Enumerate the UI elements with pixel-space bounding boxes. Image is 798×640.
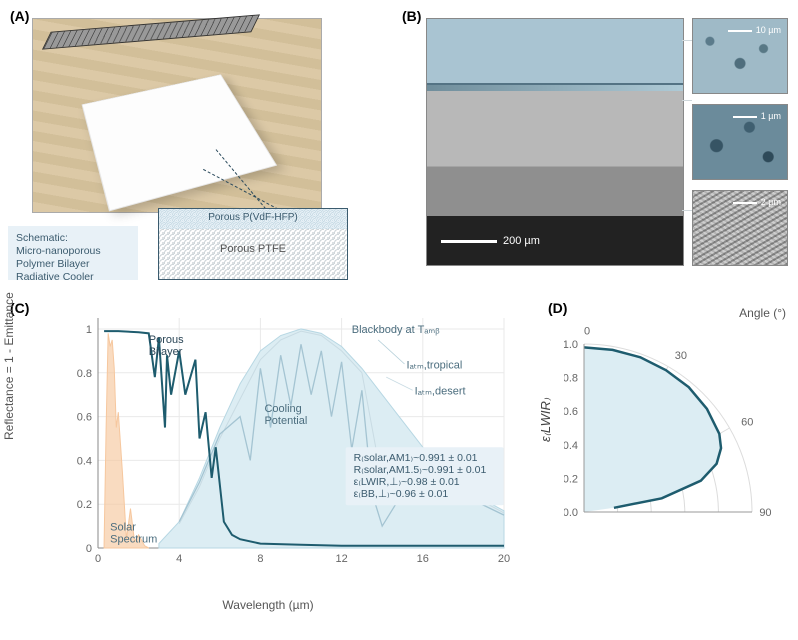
panel-d: 03060900.00.20.40.60.81.0 ε₍LWIR₎ Angle … — [546, 300, 790, 626]
svg-text:4: 4 — [176, 553, 182, 565]
svg-text:Potential: Potential — [264, 415, 307, 427]
svg-text:0.4: 0.4 — [564, 440, 578, 452]
lead-2 — [682, 100, 692, 101]
bilayer-schematic: Porous P(VdF-HFP) Porous PTFE — [158, 208, 348, 280]
svg-text:Bilayer: Bilayer — [149, 346, 183, 358]
lead-3 — [682, 210, 692, 211]
svg-text:Solar: Solar — [110, 521, 136, 533]
svg-text:8: 8 — [257, 553, 263, 565]
polar-plot: 0 30 60 90 0.0 0.2 0.4 0.6 0.8 1.0 — [564, 320, 774, 530]
panel-c: 0 4 8 12 16 20 0 0.2 0.4 0.6 0.8 1 PorousBilayer Blac… — [8, 300, 528, 626]
sem-main-scalebar: 200 µm — [441, 235, 540, 247]
panel-b: 200 µm 10 µm 1 µm 2 µm — [404, 10, 788, 280]
xlabel-c: Wavelength (µm) — [8, 598, 528, 612]
sem-thumb-bottom: 2 µm — [692, 190, 788, 266]
svg-text:Spectrum: Spectrum — [110, 533, 157, 545]
ruler — [42, 14, 260, 49]
svg-text:R₍solar,AM1₎~0.991 ± 0.01: R₍solar,AM1₎~0.991 ± 0.01 — [354, 452, 478, 464]
svg-text:0.8: 0.8 — [564, 373, 578, 385]
sem-cross-section: 200 µm — [426, 18, 684, 266]
schematic-title: Schematic: — [16, 232, 130, 245]
svg-text:ε₍LWIR,⊥₎~0.98 ± 0.01: ε₍LWIR,⊥₎~0.98 ± 0.01 — [354, 476, 460, 488]
svg-text:60: 60 — [741, 416, 753, 428]
lead-1 — [682, 40, 692, 41]
svg-text:12: 12 — [335, 553, 347, 565]
svg-text:Blackbody at Tₐₘᵦ: Blackbody at Tₐₘᵦ — [352, 324, 441, 336]
svg-text:1: 1 — [86, 324, 92, 336]
schematic-line1: Micro-nanoporous — [16, 245, 130, 258]
pvdf-layer: Porous P(VdF-HFP) — [159, 209, 347, 229]
svg-text:ε₍BB,⊥₎~0.96 ± 0.01: ε₍BB,⊥₎~0.96 ± 0.01 — [354, 488, 449, 500]
svg-text:0.6: 0.6 — [564, 406, 578, 418]
svg-text:0: 0 — [95, 553, 101, 565]
svg-text:1.0: 1.0 — [564, 339, 578, 351]
spectrum-plot: 0 4 8 12 16 20 0 0.2 0.4 0.6 0.8 1 PorousBilayer Blac… — [66, 312, 510, 574]
sem-thumb-mid: 1 µm — [692, 104, 788, 180]
schematic-line3: Radiative Cooler — [16, 271, 130, 284]
panel-a: Schematic: Micro-nanoporous Polymer Bila… — [8, 10, 390, 280]
svg-text:90: 90 — [759, 507, 771, 519]
schematic-caption-box: Schematic: Micro-nanoporous Polymer Bila… — [8, 226, 138, 280]
ylabel-c: Reflectance = 1 - Emittance — [2, 292, 16, 440]
svg-text:0.0: 0.0 — [564, 507, 578, 519]
schematic-line2: Polymer Bilayer — [16, 258, 130, 271]
svg-text:0: 0 — [86, 543, 92, 555]
ptfe-layer: Porous PTFE — [159, 229, 347, 279]
sem-thumb-top: 10 µm — [692, 18, 788, 94]
white-sheet — [82, 74, 278, 211]
svg-text:0.8: 0.8 — [77, 368, 92, 380]
svg-text:0: 0 — [584, 326, 590, 338]
photo-tabletop — [32, 18, 322, 213]
svg-text:Cooling: Cooling — [264, 403, 301, 415]
svg-text:16: 16 — [417, 553, 429, 565]
svg-text:0.2: 0.2 — [564, 473, 578, 485]
svg-text:20: 20 — [498, 553, 510, 565]
svg-text:30: 30 — [675, 350, 687, 362]
svg-text:Porous: Porous — [149, 334, 184, 346]
svg-text:Iₐₜₘ,tropical: Iₐₜₘ,tropical — [407, 359, 463, 371]
svg-text:0.2: 0.2 — [77, 499, 92, 511]
svg-text:Iₐₜₘ,desert: Iₐₜₘ,desert — [415, 386, 466, 398]
svg-text:0.4: 0.4 — [77, 455, 92, 467]
svg-text:0.6: 0.6 — [77, 412, 92, 424]
svg-text:R₍solar,AM1.5₎~0.991 ± 0.01: R₍solar,AM1.5₎~0.991 ± 0.01 — [354, 464, 487, 476]
ylabel-d: ε₍LWIR₎ — [538, 398, 554, 442]
angle-label: Angle (°) — [739, 306, 786, 320]
